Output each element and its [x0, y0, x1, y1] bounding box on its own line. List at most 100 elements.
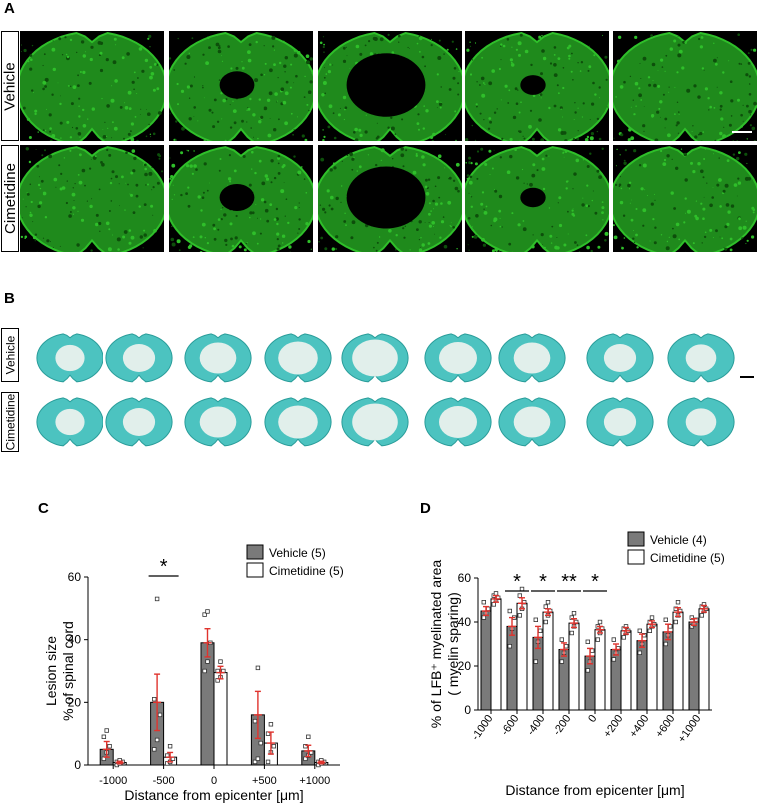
gfap-signal	[635, 233, 638, 237]
gfap-signal	[491, 69, 495, 73]
gfap-signal	[320, 157, 325, 162]
gfap-signal	[425, 109, 429, 113]
gfap-signal	[30, 58, 33, 61]
gfap-signal	[466, 177, 469, 180]
x-tick-label: +400	[627, 713, 651, 740]
gfap-signal	[150, 72, 155, 76]
gfap-signal	[586, 135, 590, 139]
bar	[542, 611, 554, 711]
lfb-section-svg	[498, 397, 566, 447]
gray-matter	[55, 344, 85, 372]
gfap-signal	[192, 236, 195, 238]
gfap-signal	[52, 247, 54, 248]
data-point	[559, 637, 564, 642]
gfap-signal	[531, 137, 535, 141]
gfap-signal	[577, 107, 579, 109]
gfap-section-svg	[318, 31, 462, 141]
gfap-signal	[531, 245, 535, 249]
gfap-signal	[588, 45, 590, 47]
gfap-signal	[676, 71, 679, 74]
gfap-signal	[254, 78, 259, 83]
gfap-signal	[565, 187, 568, 190]
gfap-signal	[48, 154, 53, 159]
gfap-signal	[577, 62, 579, 64]
data-point	[611, 657, 616, 662]
bar	[506, 625, 518, 711]
gfap-signal	[518, 111, 521, 114]
gfap-signal	[353, 156, 355, 158]
bar	[620, 630, 632, 711]
gfap-signal	[273, 218, 277, 221]
gfap-signal	[354, 127, 358, 132]
data-point	[559, 659, 564, 664]
gfap-signal	[21, 51, 22, 52]
gfap-signal	[398, 34, 401, 38]
gfap-signal	[648, 83, 652, 87]
gfap-signal	[144, 58, 149, 63]
gfap-signal	[629, 75, 632, 78]
gfap-signal	[494, 247, 499, 252]
gfap-signal	[152, 186, 155, 189]
gfap-signal	[297, 116, 298, 118]
gfap-signal	[576, 137, 580, 141]
gfap-signal	[297, 170, 302, 175]
gfap-signal	[102, 129, 104, 130]
gfap-signal	[420, 237, 422, 239]
gfap-section-svg	[169, 146, 313, 252]
gfap-signal	[593, 54, 596, 57]
gfap-signal	[418, 239, 420, 241]
gfap-signal	[722, 134, 727, 139]
gfap-signal	[620, 133, 624, 137]
gfap-signal	[264, 62, 267, 65]
gfap-signal	[409, 48, 410, 49]
gfap-signal	[44, 216, 48, 219]
gfap-signal	[699, 132, 703, 136]
y-tick-label: 40	[458, 615, 472, 629]
data-point	[543, 604, 548, 609]
gfap-signal	[515, 48, 518, 51]
gfap-signal	[391, 51, 395, 54]
gfap-signal	[448, 88, 452, 91]
gfap-signal	[726, 222, 730, 226]
gfap-signal	[232, 100, 234, 103]
lfb-section-image	[262, 330, 334, 386]
gfap-signal	[421, 155, 425, 159]
gfap-signal	[529, 182, 533, 187]
gfap-signal	[145, 184, 147, 186]
gfap-signal	[221, 118, 223, 120]
gfap-signal	[292, 133, 294, 136]
gfap-signal	[498, 67, 501, 71]
gfap-signal	[142, 247, 144, 249]
gfap-signal	[147, 37, 150, 40]
gfap-signal	[39, 187, 42, 190]
gfap-signal	[298, 228, 301, 230]
cord-outline	[20, 146, 164, 252]
gfap-signal	[745, 220, 747, 222]
gfap-signal	[653, 83, 657, 88]
gfap-signal	[400, 153, 405, 158]
gfap-signal	[99, 68, 104, 73]
gfap-signal	[701, 242, 703, 244]
gfap-signal	[86, 200, 88, 202]
data-point	[107, 744, 112, 749]
gfap-signal	[255, 40, 258, 44]
gfap-signal	[604, 55, 608, 59]
gfap-signal	[678, 114, 680, 115]
gfap-signal	[522, 135, 524, 137]
gray-matter	[439, 406, 477, 438]
gfap-signal	[206, 242, 209, 245]
gfap-signal	[480, 202, 484, 206]
gfap-signal	[44, 149, 46, 152]
gfap-signal	[359, 52, 363, 56]
gfap-signal	[246, 242, 248, 244]
gfap-signal	[509, 154, 513, 159]
gfap-signal	[188, 117, 192, 121]
data-point	[255, 756, 261, 761]
gfap-signal	[206, 36, 210, 40]
gfap-signal	[340, 201, 342, 203]
gfap-signal	[539, 94, 541, 96]
gfap-signal	[122, 235, 126, 239]
gfap-signal	[633, 241, 636, 243]
gfap-signal	[171, 163, 176, 168]
